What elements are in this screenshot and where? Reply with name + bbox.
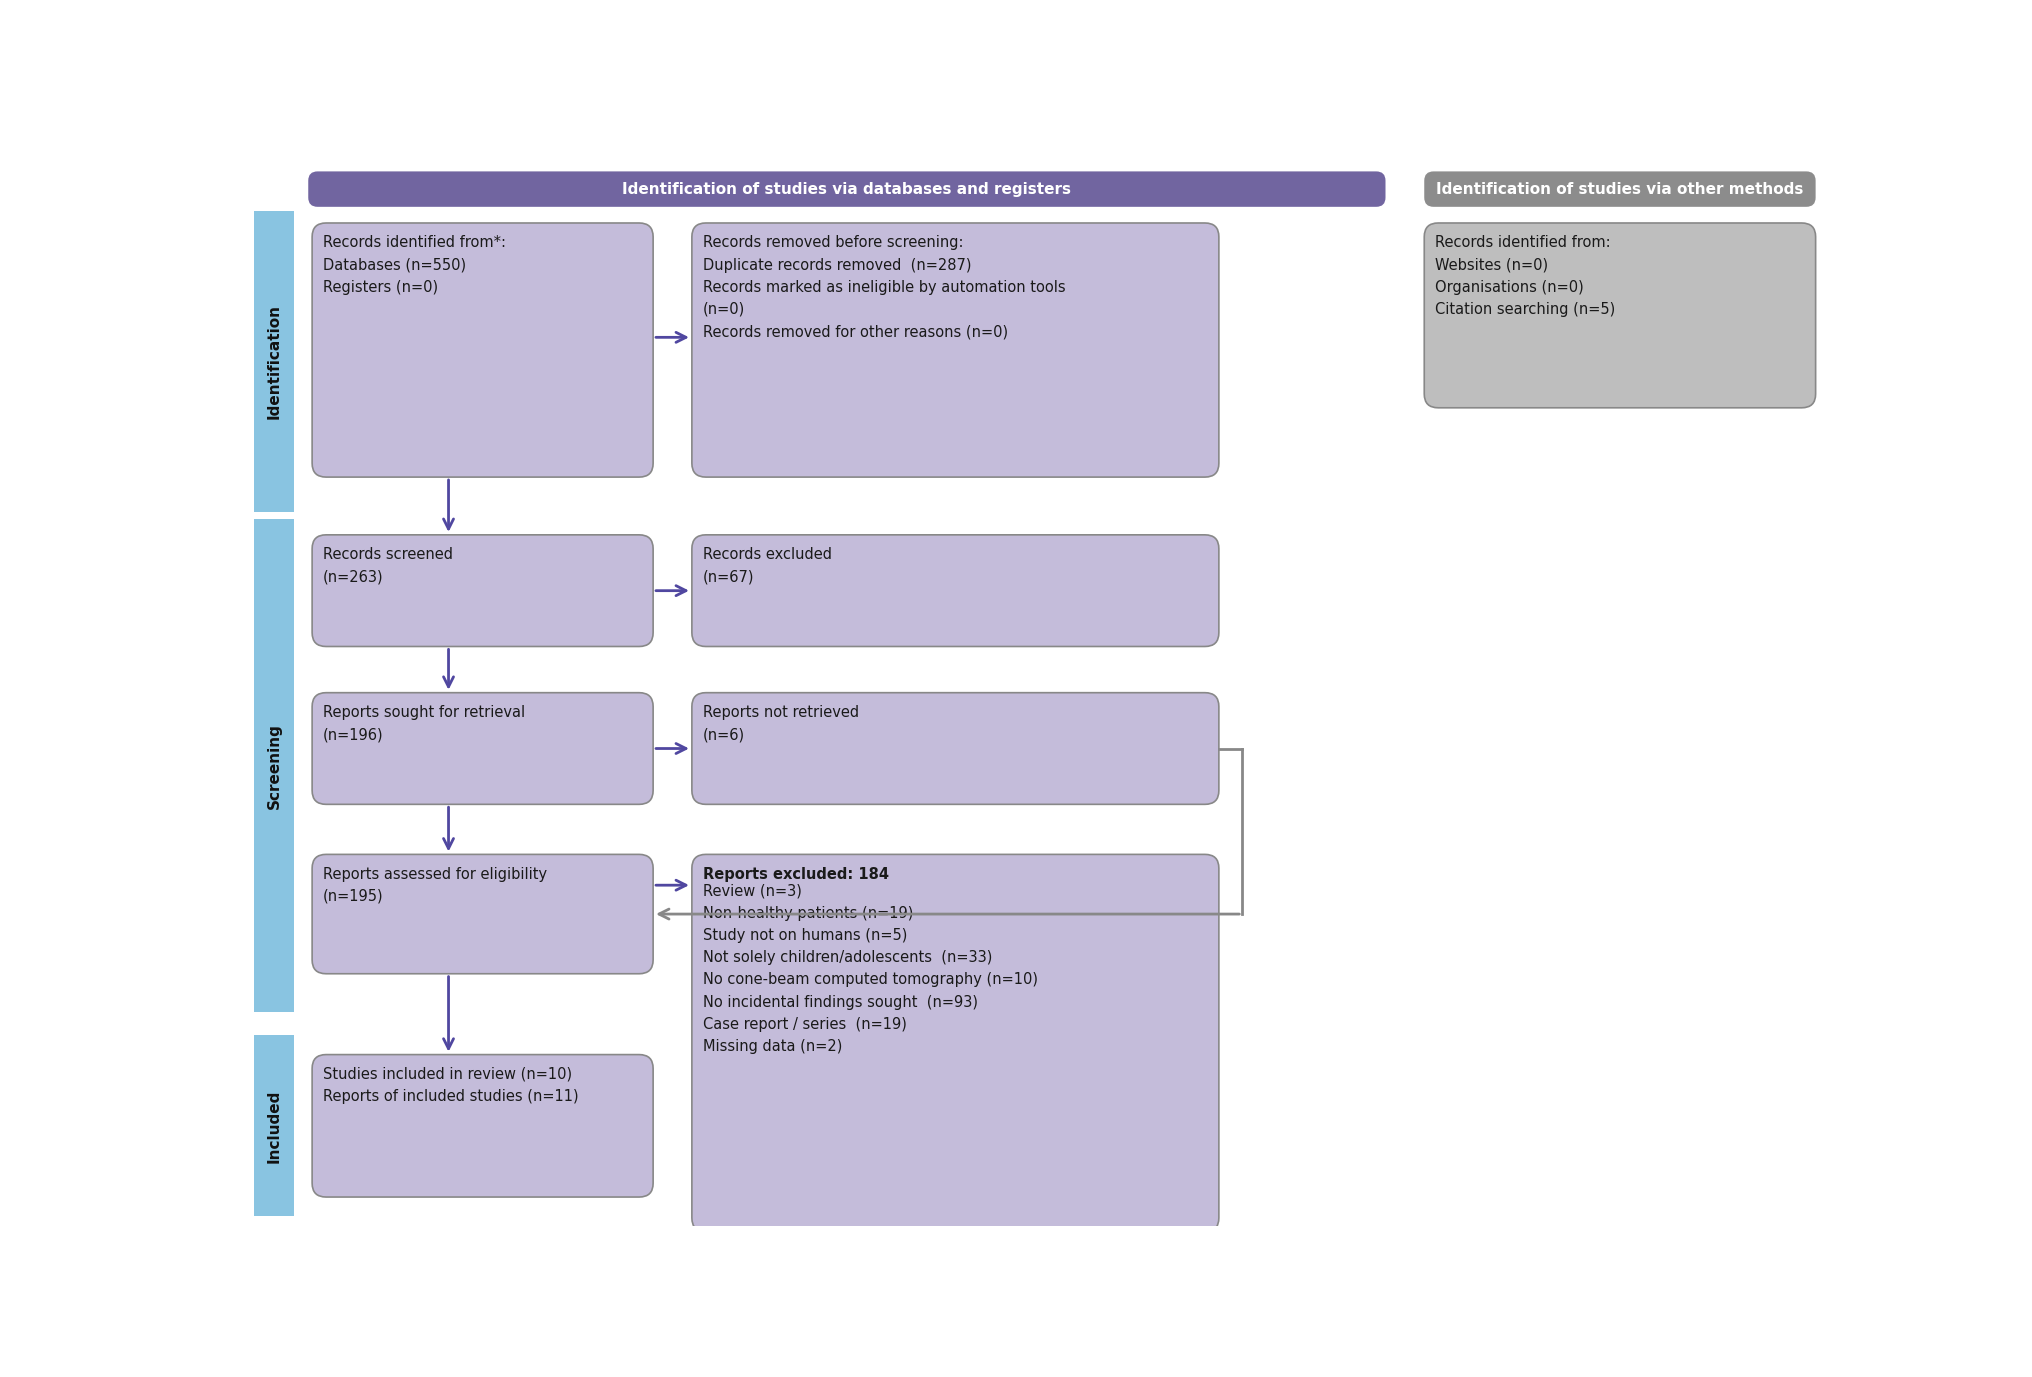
Text: Records identified from:
Websites (n=0)
Organisations (n=0)
Citation searching (: Records identified from: Websites (n=0) … bbox=[1435, 235, 1615, 317]
FancyBboxPatch shape bbox=[1424, 223, 1817, 408]
Text: Identification of studies via databases and registers: Identification of studies via databases … bbox=[622, 182, 1071, 197]
FancyBboxPatch shape bbox=[313, 854, 652, 974]
Text: Review (n=3)
Non-healthy patients (n=19)
Study not on humans (n=5)
Not solely ch: Review (n=3) Non-healthy patients (n=19)… bbox=[703, 884, 1038, 1053]
FancyBboxPatch shape bbox=[254, 212, 295, 512]
Text: Identification of studies via other methods: Identification of studies via other meth… bbox=[1437, 182, 1804, 197]
Text: Reports not retrieved
(n=6): Reports not retrieved (n=6) bbox=[703, 705, 860, 742]
FancyBboxPatch shape bbox=[309, 171, 1386, 207]
Text: Identification: Identification bbox=[266, 304, 282, 419]
FancyBboxPatch shape bbox=[254, 519, 295, 1012]
Text: Reports sought for retrieval
(n=196): Reports sought for retrieval (n=196) bbox=[323, 705, 524, 742]
Text: Reports excluded: 184: Reports excluded: 184 bbox=[703, 866, 888, 881]
Text: Reports assessed for eligibility
(n=195): Reports assessed for eligibility (n=195) bbox=[323, 866, 547, 903]
Text: Records removed before screening:
Duplicate records removed  (n=287)
Records mar: Records removed before screening: Duplic… bbox=[703, 235, 1065, 339]
FancyBboxPatch shape bbox=[1424, 171, 1817, 207]
FancyBboxPatch shape bbox=[313, 223, 652, 476]
Text: Studies included in review (n=10)
Reports of included studies (n=11): Studies included in review (n=10) Report… bbox=[323, 1067, 579, 1104]
FancyBboxPatch shape bbox=[313, 1055, 652, 1197]
FancyBboxPatch shape bbox=[691, 534, 1219, 646]
FancyBboxPatch shape bbox=[254, 1036, 295, 1216]
FancyBboxPatch shape bbox=[313, 534, 652, 646]
FancyBboxPatch shape bbox=[313, 693, 652, 804]
Text: Records excluded
(n=67): Records excluded (n=67) bbox=[703, 547, 831, 584]
FancyBboxPatch shape bbox=[691, 693, 1219, 804]
FancyBboxPatch shape bbox=[691, 223, 1219, 476]
Text: Records identified from*:
Databases (n=550)
Registers (n=0): Records identified from*: Databases (n=5… bbox=[323, 235, 506, 295]
Text: Included: Included bbox=[266, 1089, 282, 1162]
FancyBboxPatch shape bbox=[691, 854, 1219, 1231]
Text: Records screened
(n=263): Records screened (n=263) bbox=[323, 547, 453, 584]
Text: Screening: Screening bbox=[266, 723, 282, 808]
